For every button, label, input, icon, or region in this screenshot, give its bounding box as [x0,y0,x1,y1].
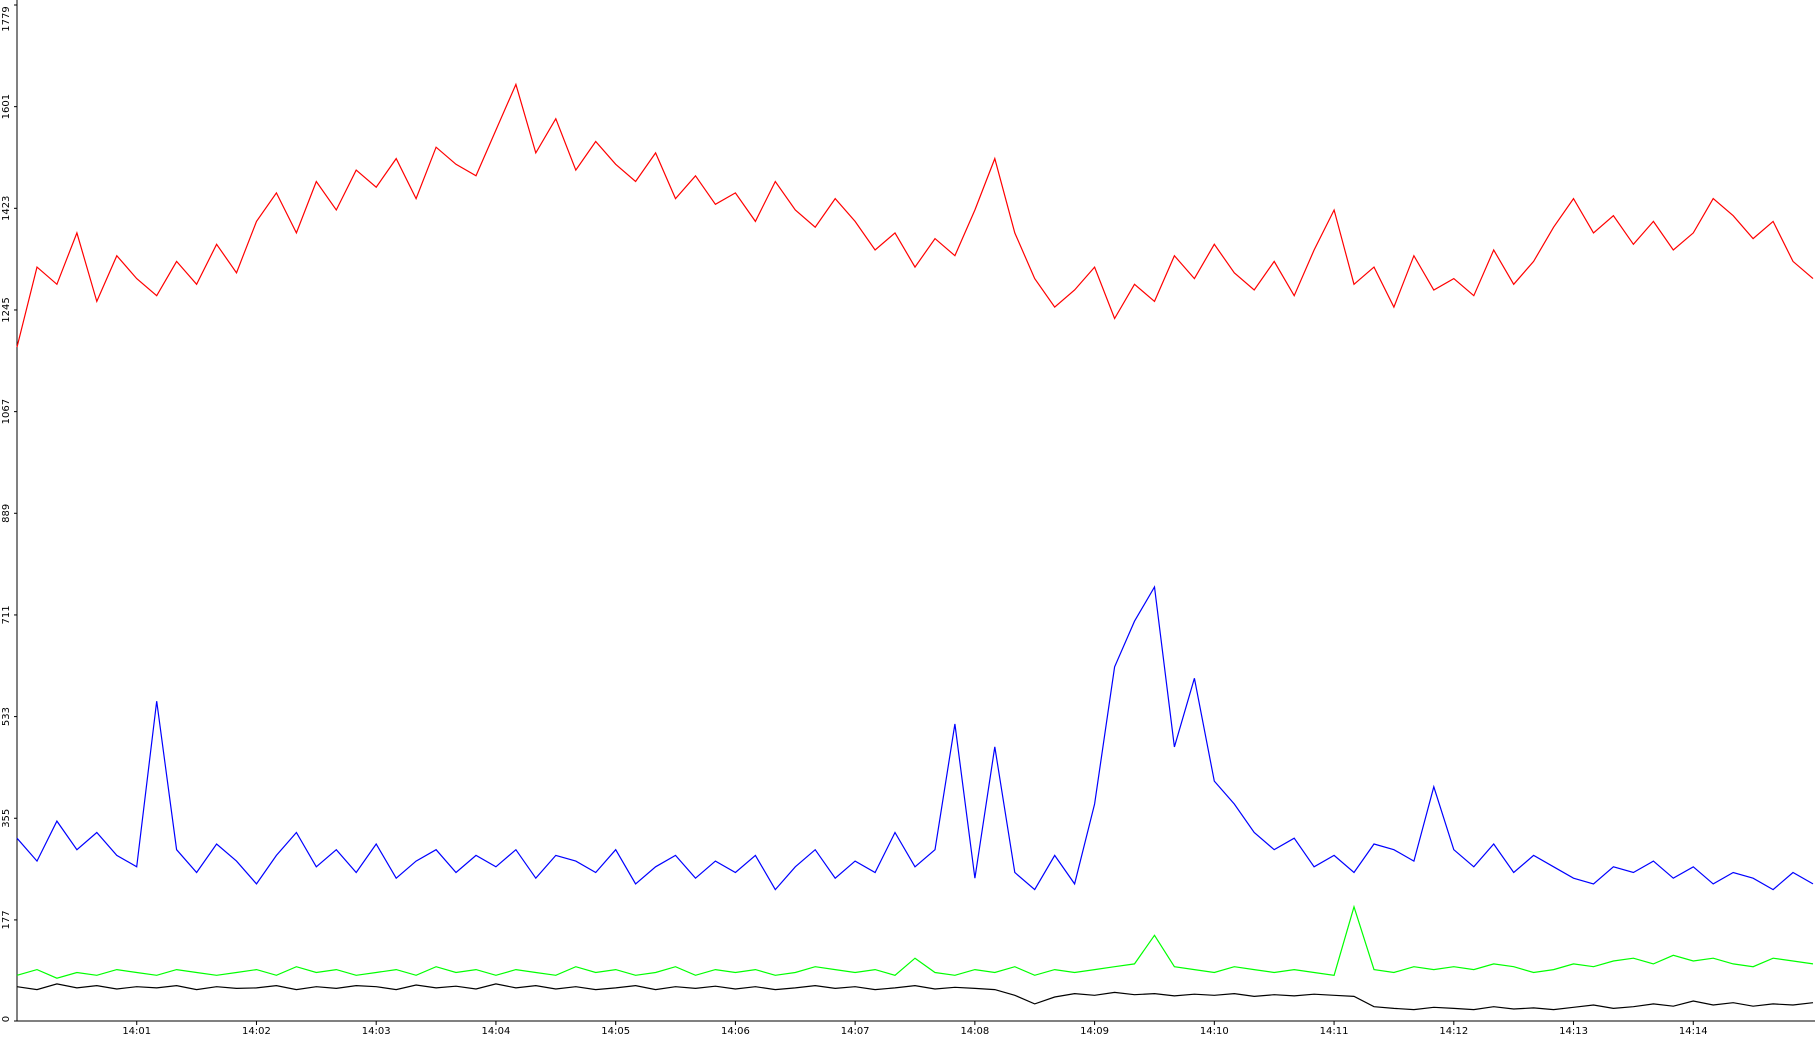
x-tick-label: 14:03 [362,1026,391,1037]
series-line [16,82,1814,348]
y-tick-label: 1067 [1,399,12,424]
y-tick-label: 1601 [1,94,12,119]
y-tick-label: 0 [1,1016,12,1022]
x-tick-label: 14:14 [1679,1026,1708,1037]
y-tick-label: 1423 [1,196,12,221]
y-tick-label: 889 [1,504,12,523]
y-tick-label: 1245 [1,297,12,322]
x-tick-label: 14:05 [601,1026,630,1037]
series-line [16,904,1814,979]
x-tick-label: 14:13 [1559,1026,1588,1037]
x-tick-label: 14:02 [242,1026,271,1037]
x-tick-label: 14:06 [721,1026,750,1037]
x-tick-label: 14:10 [1200,1026,1229,1037]
x-tick-label: 14:12 [1439,1026,1468,1037]
x-tick-label: 14:01 [122,1026,151,1037]
x-tick-label: 14:11 [1320,1026,1349,1037]
y-tick-label: 711 [1,605,12,624]
y-tick-label: 533 [1,707,12,726]
x-tick-label: 14:08 [960,1026,989,1037]
series-line [16,983,1814,1011]
x-tick-label: 14:07 [841,1026,870,1037]
y-tick-label: 1779 [1,6,12,31]
series-line [16,585,1814,891]
x-tick-label: 14:04 [482,1026,511,1037]
y-tick-label: 355 [1,809,12,828]
y-tick-label: 177 [1,910,12,929]
x-tick-label: 14:09 [1080,1026,1109,1037]
